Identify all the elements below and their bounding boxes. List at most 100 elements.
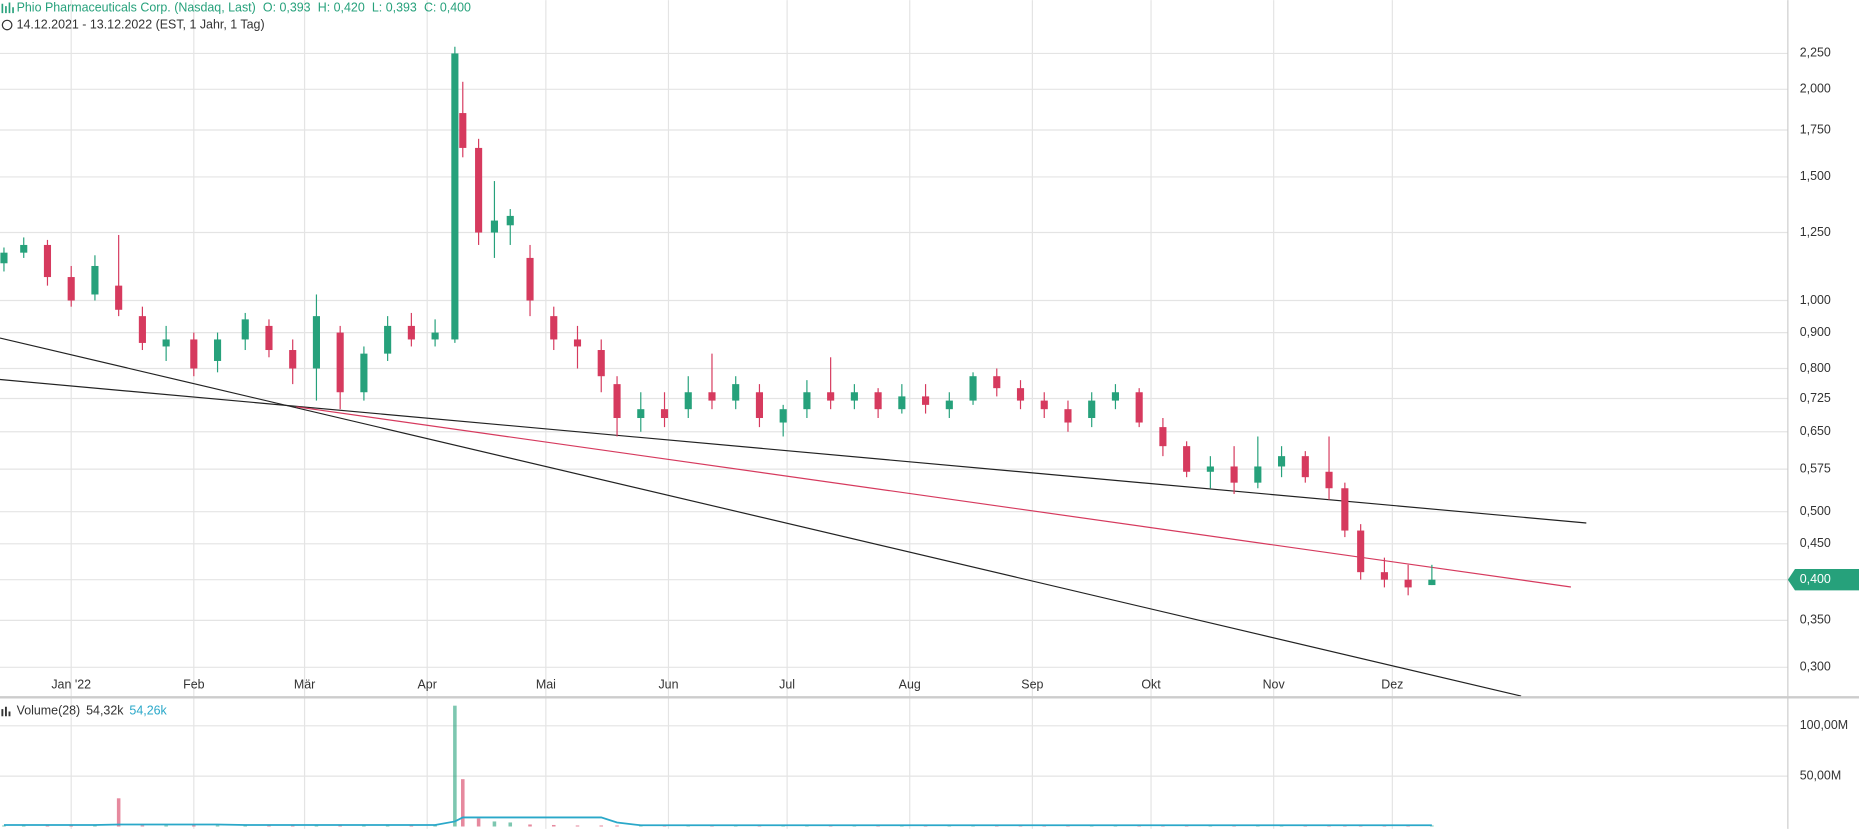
volume-bar xyxy=(615,825,619,827)
candle-body xyxy=(1206,466,1214,472)
x-tick-label: Dez xyxy=(1381,678,1403,692)
marks xyxy=(0,46,1436,827)
candle-body xyxy=(850,392,858,401)
y-tick-label: 0,650 xyxy=(1800,424,1831,438)
candle-body xyxy=(43,244,52,278)
volume-bar xyxy=(192,825,196,827)
y-tick-label: 0,575 xyxy=(1800,461,1831,475)
candle-body xyxy=(827,392,835,401)
candle-body xyxy=(898,396,906,410)
subtitle: 14.12.2021 - 13.12.2022 (EST, 1 Jahr, 1 … xyxy=(17,17,265,31)
candle-body xyxy=(550,316,558,340)
candle-body xyxy=(289,350,297,369)
candle-body xyxy=(1341,488,1349,531)
candle-body xyxy=(597,350,605,377)
candle-body xyxy=(459,113,467,148)
candle-body xyxy=(1088,400,1096,419)
x-tick-label: Okt xyxy=(1141,678,1161,692)
y-tick-label: 1,500 xyxy=(1800,169,1831,183)
volume-bar xyxy=(2,825,6,827)
candle-body xyxy=(874,392,882,410)
candle-body xyxy=(573,339,582,347)
title: Phio Pharmaceuticals Corp. (Nasdaq, Last… xyxy=(17,1,256,15)
volume-bar xyxy=(461,779,465,827)
ohlc-header: Phio Pharmaceuticals Corp. (Nasdaq, Last… xyxy=(17,1,471,15)
candle-body xyxy=(360,353,368,393)
volume-bar xyxy=(528,824,532,827)
candle-body xyxy=(407,325,415,340)
volume-ma-line xyxy=(3,816,1432,827)
candle-body xyxy=(1301,456,1309,478)
y-tick-label: 2,000 xyxy=(1800,82,1831,96)
candle-body xyxy=(684,392,692,410)
volume-bar xyxy=(409,825,414,827)
candle-body xyxy=(660,409,669,419)
candle-body xyxy=(115,285,123,310)
volume-bar xyxy=(338,825,342,827)
candle-body xyxy=(490,220,498,233)
candle-body xyxy=(779,409,787,423)
volume-bar xyxy=(476,818,481,827)
y-tick-label: 0,900 xyxy=(1800,325,1831,339)
volume-bar xyxy=(314,825,319,827)
candle-body xyxy=(431,332,439,340)
header: Phio Pharmaceuticals Corp. (Nasdaq, Last… xyxy=(1,1,471,718)
candle-body xyxy=(241,319,249,340)
volume-bar xyxy=(69,825,73,827)
candle-body xyxy=(190,339,198,369)
volume-bar xyxy=(599,825,604,827)
volume-bar xyxy=(93,825,97,827)
candle-body xyxy=(637,409,645,419)
candle-body xyxy=(384,325,392,354)
candle-body xyxy=(1016,388,1025,401)
y-tick-label: 0,300 xyxy=(1800,660,1831,674)
candle-body xyxy=(1135,392,1143,423)
candle-body xyxy=(1183,446,1191,472)
candle-body xyxy=(138,316,146,343)
volume-bar xyxy=(215,825,220,827)
candle-body xyxy=(755,392,764,419)
x-tick-label: Sep xyxy=(1021,678,1043,692)
volume-bar xyxy=(508,822,513,827)
legend-value: 54,26k xyxy=(129,704,167,718)
x-tick-label: Jul xyxy=(779,678,795,692)
x-tick-label: Mai xyxy=(536,678,556,692)
candle-body xyxy=(1357,530,1365,573)
y-tick-label: 0,500 xyxy=(1800,504,1831,518)
y-tick-label: 0,450 xyxy=(1800,536,1831,550)
grid xyxy=(0,0,1788,829)
volume-icon xyxy=(1,706,11,717)
x-tick-label: Mär xyxy=(294,678,315,692)
volume-bar xyxy=(453,705,457,827)
candle-body xyxy=(732,384,740,401)
candle-body xyxy=(336,332,344,393)
candle-body xyxy=(67,277,75,301)
y-tick-label: 1,000 xyxy=(1800,293,1831,307)
candle-body xyxy=(922,396,930,405)
ohlc-label: C: 0,400 xyxy=(424,1,471,15)
price-badge xyxy=(1787,569,1859,591)
volume-bar xyxy=(45,825,50,827)
x-tick-label: Jun xyxy=(658,678,678,692)
y-tick-label: 100,00M xyxy=(1800,718,1848,732)
candle-body xyxy=(1159,427,1167,447)
x-tick-label: Nov xyxy=(1263,678,1286,692)
volume-bar xyxy=(116,798,121,827)
candle-body xyxy=(451,53,459,340)
candle-body xyxy=(1111,392,1119,401)
candle-body xyxy=(1428,579,1436,586)
candle-body xyxy=(969,376,977,401)
candle-body xyxy=(613,384,621,419)
volume-title: Volume(28) 54,32k 54,26k xyxy=(17,704,168,718)
candle-body xyxy=(803,392,811,410)
ohlc-label: H: 0,420 xyxy=(318,1,365,15)
candle-body xyxy=(265,325,273,351)
volume-bar xyxy=(492,821,497,827)
x-tick-label: Jan '22 xyxy=(51,678,91,692)
volume-title: Volume(28) xyxy=(17,704,81,718)
volume-bar xyxy=(267,825,271,827)
candle-body xyxy=(91,265,99,295)
volume-bar xyxy=(290,825,295,827)
